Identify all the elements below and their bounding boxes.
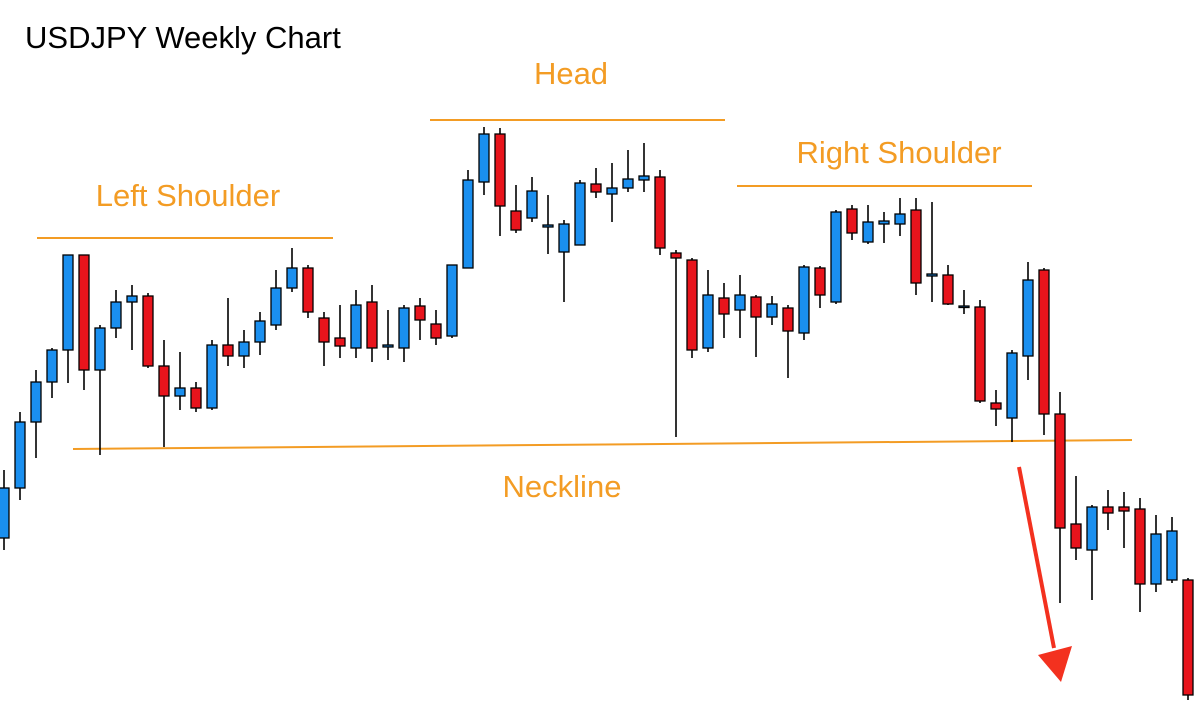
candle-body [670,252,682,259]
candle-body [878,220,890,225]
candle-body [766,303,778,318]
candle-body [606,187,618,195]
candle-body [910,209,922,284]
candle-body [494,133,506,207]
candle-body [462,179,474,269]
candle-body [942,274,954,305]
candle-body [894,213,906,225]
candle-body [702,294,714,349]
candle-body [222,344,234,357]
candle-body [174,387,186,397]
candle-body [62,254,74,351]
candle-body [1118,506,1130,512]
candle-body [558,223,570,253]
arrow-shaft [1017,466,1056,649]
candle-body [1054,413,1066,529]
candle-body [350,304,362,349]
candle-body [398,307,410,349]
candle-body [526,190,538,219]
candle-body [190,387,202,409]
candle-body [286,267,298,289]
candle-body [126,295,138,303]
candle-body [622,178,634,189]
candle-body [142,295,154,367]
candle-body [1182,579,1194,696]
candle-body [1070,523,1082,549]
candle-body [366,301,378,349]
candle-body [270,287,282,326]
candle-body [958,305,970,309]
candle-body [382,344,394,348]
candle-body [830,211,842,303]
candle-body [798,266,810,334]
candle-body [782,307,794,332]
candle-body [846,208,858,234]
candle-body [302,267,314,313]
candle-body [14,421,26,489]
candle-body [862,221,874,243]
candle-body [750,296,762,318]
candle-body [686,259,698,351]
candle-body [638,175,650,181]
candle-body [238,341,250,357]
candle-body [718,297,730,315]
candle-body [510,210,522,231]
neckline [72,439,1133,450]
candle-body [206,344,218,409]
candle-body [926,273,938,277]
candle-body [974,306,986,402]
candle-body [1086,506,1098,551]
candle-body [1006,352,1018,419]
candle-body [1166,530,1178,581]
candle-body [734,294,746,311]
candle-body [574,182,586,246]
annotation: Head [534,56,608,91]
candle-body [654,176,666,249]
candle-body [254,320,266,343]
candle-body [446,264,458,337]
candle-body [1022,279,1034,357]
candle-body [1038,269,1050,415]
candle-body [814,267,826,296]
chart-title: USDJPY Weekly Chart [25,20,341,55]
annotation: Left Shoulder [96,178,280,213]
candle-body [318,317,330,343]
candle-body [1102,506,1114,514]
candle-body [110,301,122,329]
candle-body [542,224,554,228]
candle-body [334,337,346,347]
annotation: Right Shoulder [796,135,1001,170]
candle-body [0,487,10,539]
arrow-head [1038,646,1072,682]
candles [0,127,1194,700]
candle-body [46,349,58,383]
candle-body [1150,533,1162,585]
candle-body [158,365,170,397]
candle-body [414,305,426,321]
annotation: Neckline [503,469,622,504]
candle-body [430,323,442,339]
candle-body [78,254,90,371]
candle-body [590,183,602,193]
candle-body [30,381,42,423]
candle-body [478,133,490,183]
candle-body [1134,508,1146,585]
candle-body [990,402,1002,410]
candle-body [94,327,106,371]
